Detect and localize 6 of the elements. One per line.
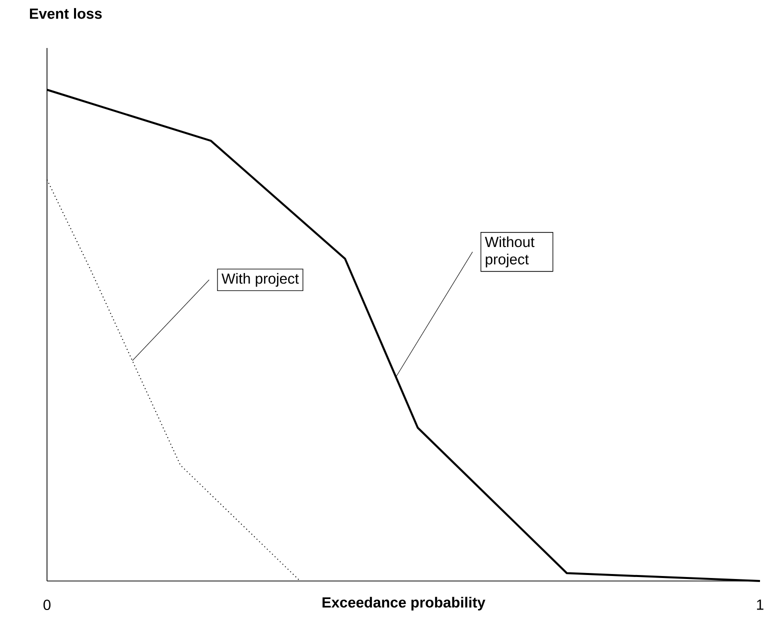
y-axis-title: Event loss bbox=[30, 8, 102, 19]
x-tick-label: 1 bbox=[757, 600, 764, 610]
text: Without project bbox=[484, 236, 534, 268]
text: With project bbox=[222, 273, 299, 287]
x-tick-label: 0 bbox=[43, 600, 50, 610]
x-axis-title: Exceedance probability bbox=[322, 596, 486, 610]
